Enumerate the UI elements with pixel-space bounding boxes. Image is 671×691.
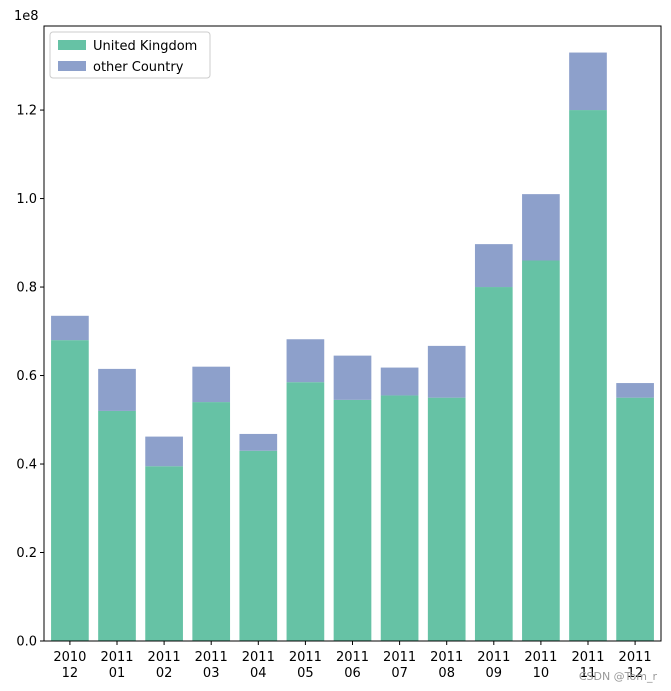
legend-swatch <box>58 61 86 71</box>
x-tick-label: 2011 12 <box>619 650 652 681</box>
x-tick-label: 2011 02 <box>148 650 181 681</box>
bar-uk-1 <box>98 410 136 641</box>
y-tick-label: 1.2 <box>16 104 37 119</box>
y-tick-label: 0.2 <box>16 546 37 561</box>
bar-other-6 <box>333 355 372 400</box>
bar-uk-8 <box>427 397 466 641</box>
y-tick-label: 0.0 <box>16 635 37 650</box>
bar-other-4 <box>239 433 278 451</box>
watermark: CSDN @Tom_r <box>578 670 657 683</box>
legend-box <box>49 31 211 79</box>
y-tick-label: 1.0 <box>16 192 37 207</box>
x-tick-label: 2011 09 <box>477 650 510 681</box>
bar-other-12 <box>616 383 654 398</box>
legend-label: United Kingdom <box>93 39 197 54</box>
x-tick-label: 2011 10 <box>524 650 557 681</box>
bar-other-11 <box>569 52 607 111</box>
x-tick-label: 2011 03 <box>195 650 228 681</box>
bar-uk-10 <box>522 260 560 641</box>
bar-uk-4 <box>239 450 278 641</box>
x-tick-label: 2010 12 <box>53 650 86 681</box>
y-scale-label: 1e8 <box>14 9 39 24</box>
y-tick-label: 0.6 <box>16 369 37 384</box>
legend: United Kingdom other Country <box>49 31 211 79</box>
y-axis-ticks: 0.0 0.2 0.4 0.6 0.8 1.0 1.2 <box>16 104 44 650</box>
bar-uk-6 <box>333 399 372 641</box>
x-tick-label: 2011 08 <box>430 650 463 681</box>
bar-uk-12 <box>616 397 654 641</box>
bar-other-8 <box>427 345 466 398</box>
bar-uk-3 <box>192 402 231 641</box>
bar-other-3 <box>192 366 231 403</box>
bar-other-7 <box>380 367 419 396</box>
y-tick-label: 0.4 <box>16 458 37 473</box>
bar-other-1 <box>98 368 136 411</box>
bar-other-9 <box>474 244 513 288</box>
legend-label: other Country <box>93 60 184 75</box>
bar-uk-5 <box>286 382 325 641</box>
x-tick-label: 2011 07 <box>383 650 416 681</box>
bar-uk-11 <box>569 110 607 641</box>
x-tick-label: 2011 01 <box>100 650 133 681</box>
bar-uk-9 <box>474 287 513 641</box>
bar-other-5 <box>286 339 325 383</box>
bar-other-2 <box>145 436 183 467</box>
x-tick-label: 2011 06 <box>336 650 369 681</box>
x-tick-label: 2011 05 <box>289 650 322 681</box>
legend-swatch <box>58 40 86 50</box>
bars-layer <box>51 52 654 641</box>
bar-uk-0 <box>51 340 89 641</box>
x-tick-label: 2011 04 <box>242 650 275 681</box>
bar-uk-2 <box>145 466 183 641</box>
x-tick-label: 2011 11 <box>571 650 604 681</box>
plot-frame <box>43 25 662 642</box>
bar-other-0 <box>51 315 89 341</box>
bar-uk-7 <box>380 395 419 641</box>
y-tick-label: 0.8 <box>16 281 37 296</box>
bar-other-10 <box>522 194 560 261</box>
x-axis-ticks: 2010 12 2011 01 2011 02 2011 03 2011 04 2011 05 2011… <box>53 641 652 681</box>
